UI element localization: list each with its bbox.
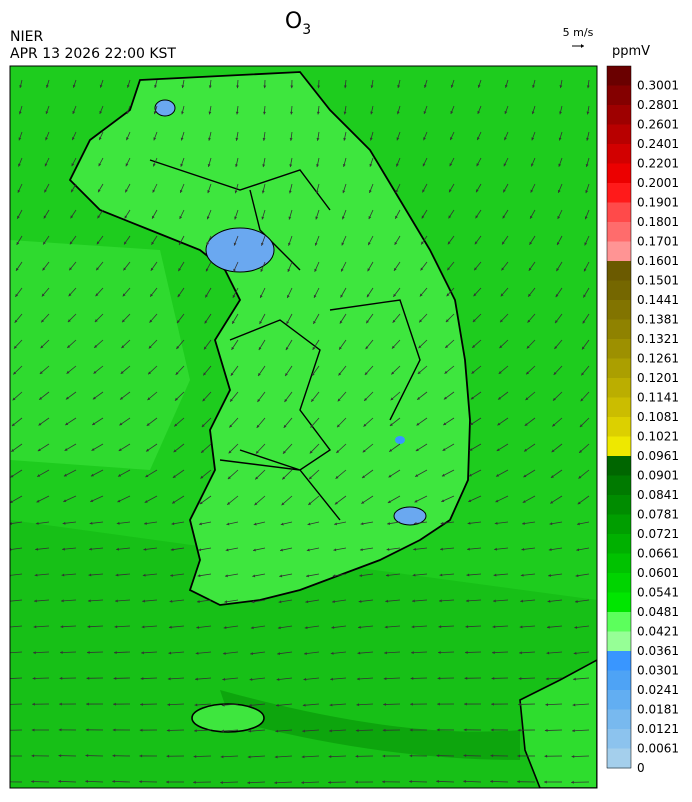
colorbar-label: 0.2201 bbox=[637, 157, 679, 171]
colorbar-swatch bbox=[607, 612, 631, 632]
colorbar-swatch bbox=[607, 749, 631, 769]
colorbar-label: 0.0541 bbox=[637, 586, 679, 600]
colorbar-label: 0.0121 bbox=[637, 722, 679, 736]
low-blob bbox=[155, 100, 175, 116]
colorbar-label: 0.1261 bbox=[637, 352, 679, 366]
wind-arrow-head bbox=[6, 677, 9, 680]
colorbar-label: 0.1801 bbox=[637, 215, 679, 229]
colorbar-swatch bbox=[607, 300, 631, 320]
colorbar-swatch bbox=[607, 690, 631, 710]
title: O3 bbox=[285, 9, 311, 38]
colorbar-swatch bbox=[607, 534, 631, 554]
colorbar-label: 0.1081 bbox=[637, 410, 679, 424]
colorbar-swatch bbox=[607, 320, 631, 340]
colorbar-label: 0.1381 bbox=[637, 313, 679, 327]
colorbar-label: 0.1321 bbox=[637, 332, 679, 346]
wind-arrow-head bbox=[6, 651, 9, 654]
colorbar-swatch bbox=[607, 261, 631, 281]
colorbar-swatch bbox=[607, 144, 631, 164]
wind-scale-label: 5 m/s bbox=[563, 26, 594, 39]
colorbar-label: 0.0061 bbox=[637, 742, 679, 756]
wind-arrow-head bbox=[5, 729, 8, 732]
colorbar-swatch bbox=[607, 242, 631, 262]
colorbar-swatch bbox=[607, 164, 631, 184]
colorbar: 0.3001 0.2801 0.2601 0.2401 0.2201 0.2001 0.19… bbox=[607, 66, 679, 775]
wind-arrow-head bbox=[5, 703, 8, 706]
colorbar-swatch bbox=[607, 378, 631, 398]
colorbar-swatch bbox=[607, 573, 631, 593]
colorbar-swatch bbox=[607, 671, 631, 691]
wind-arrow bbox=[5, 704, 22, 705]
colorbar-label: 0.1201 bbox=[637, 371, 679, 385]
colorbar-swatch bbox=[607, 593, 631, 613]
colorbar-swatch bbox=[607, 651, 631, 671]
colorbar-label: 0.0901 bbox=[637, 469, 679, 483]
colorbar-label: 0.1701 bbox=[637, 235, 679, 249]
colorbar-swatch bbox=[607, 339, 631, 359]
colorbar-label: 0.0841 bbox=[637, 488, 679, 502]
colorbar-swatch bbox=[607, 476, 631, 496]
agency: NIER bbox=[10, 29, 43, 45]
colorbar-swatch bbox=[607, 281, 631, 301]
sea-light bbox=[10, 240, 190, 470]
colorbar-swatch bbox=[607, 66, 631, 86]
colorbar-swatch bbox=[607, 515, 631, 535]
colorbar-swatch bbox=[607, 125, 631, 145]
colorbar-label: 0.1501 bbox=[637, 274, 679, 288]
colorbar-label: 0.2801 bbox=[637, 98, 679, 112]
colorbar-swatch bbox=[607, 183, 631, 203]
colorbar-swatch bbox=[607, 359, 631, 379]
colorbar-label: 0.0241 bbox=[637, 683, 679, 697]
colorbar-swatch bbox=[607, 729, 631, 749]
wind-arrow-head bbox=[7, 626, 10, 629]
wind-arrow bbox=[409, 781, 427, 782]
colorbar-label: 0.0421 bbox=[637, 625, 679, 639]
colorbar-label: 0.3001 bbox=[637, 79, 679, 93]
map bbox=[4, 66, 597, 788]
colorbar-label: 0.0961 bbox=[637, 449, 679, 463]
colorbar-label: 0.1141 bbox=[637, 391, 679, 405]
wind-arrow-head bbox=[4, 755, 7, 758]
colorbar-swatch bbox=[607, 398, 631, 418]
colorbar-label: 0.0721 bbox=[637, 527, 679, 541]
colorbar-label: 0.0781 bbox=[637, 508, 679, 522]
title-main: O bbox=[285, 9, 302, 34]
legend-unit: ppmV bbox=[612, 44, 650, 59]
jeju-island bbox=[192, 704, 264, 732]
title-subscript: 3 bbox=[302, 22, 311, 38]
colorbar-swatch bbox=[607, 456, 631, 476]
colorbar-label: 0.2401 bbox=[637, 137, 679, 151]
colorbar-swatch bbox=[607, 437, 631, 457]
colorbar-swatch bbox=[607, 417, 631, 437]
colorbar-swatch bbox=[607, 86, 631, 106]
colorbar-label: 0.0361 bbox=[637, 644, 679, 658]
colorbar-swatch bbox=[607, 203, 631, 223]
colorbar-label: 0.0301 bbox=[637, 664, 679, 678]
colorbar-label: 0.1901 bbox=[637, 196, 679, 210]
colorbar-label: 0.0601 bbox=[637, 566, 679, 580]
colorbar-label: 0.1021 bbox=[637, 430, 679, 444]
colorbar-label: 0.0481 bbox=[637, 605, 679, 619]
timestamp: APR 13 2026 22:00 KST bbox=[10, 46, 176, 62]
colorbar-label: 0.2601 bbox=[637, 118, 679, 132]
wind-arrow bbox=[31, 781, 49, 782]
colorbar-swatch bbox=[607, 710, 631, 730]
colorbar-label: 0.1601 bbox=[637, 254, 679, 268]
colorbar-label: 0.1441 bbox=[637, 293, 679, 307]
colorbar-label: 0.0661 bbox=[637, 547, 679, 561]
colorbar-label: 0.0181 bbox=[637, 703, 679, 717]
low-blob bbox=[395, 436, 405, 444]
colorbar-label: 0.2001 bbox=[637, 176, 679, 190]
colorbar-swatch bbox=[607, 222, 631, 242]
wind-scale-head bbox=[581, 44, 584, 48]
colorbar-label: 0 bbox=[637, 761, 645, 775]
colorbar-swatch bbox=[607, 105, 631, 125]
colorbar-swatch bbox=[607, 495, 631, 515]
colorbar-swatch bbox=[607, 554, 631, 574]
wind-arrow-head bbox=[4, 780, 7, 783]
colorbar-swatch bbox=[607, 632, 631, 652]
